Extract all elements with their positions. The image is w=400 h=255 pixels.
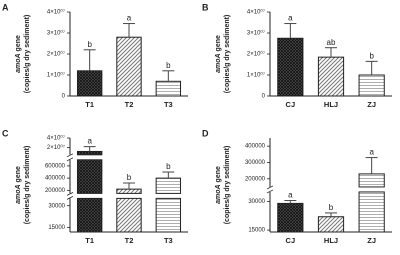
y-label-text: gene: [15, 166, 22, 182]
y-label-text: gene: [215, 166, 222, 182]
significance-letter: b: [166, 162, 171, 171]
y-tick-label: 2×10⁰⁷: [47, 144, 65, 151]
y-tick-label: 2×10⁰⁷: [247, 51, 265, 58]
y-tick-label: 4×10⁰⁷: [47, 135, 65, 142]
y-tick-label: 4×10⁰⁷: [47, 9, 65, 16]
significance-letter: a: [87, 137, 92, 146]
x-tick-label: T1: [85, 236, 94, 245]
y-tick-label: 3×10⁰⁷: [47, 30, 65, 37]
y-tick-label: 1×10⁰⁷: [47, 72, 65, 79]
significance-letter: b: [166, 61, 171, 70]
bar: [358, 173, 385, 188]
y-tick-label: 15000: [48, 225, 65, 231]
bar: [277, 37, 304, 97]
panel-label: B: [202, 2, 209, 12]
axis-break: [266, 185, 274, 190]
y-tick-label: 200000: [45, 188, 66, 194]
y-axis-label: amoA gene: [215, 35, 222, 73]
bar: [155, 197, 182, 233]
bar: [155, 80, 182, 97]
x-tick-label: CJ: [286, 236, 296, 245]
significance-letter: b: [329, 203, 334, 212]
x-tick-label: T2: [125, 100, 134, 109]
y-label-gene: amoA: [215, 184, 222, 203]
significance-letter: b: [369, 51, 374, 60]
x-tick-label: CJ: [286, 100, 296, 109]
x-tick-label: HLJ: [324, 100, 338, 109]
significance-letter: b: [127, 173, 132, 182]
significance-letter: a: [369, 148, 374, 157]
y-tick-label: 0: [262, 94, 266, 100]
bar: [358, 74, 385, 97]
x-tick-label: T1: [85, 100, 94, 109]
y-axis-label: amoA gene: [215, 166, 222, 204]
y-tick-label: 3×10⁰⁷: [247, 30, 265, 37]
significance-letter: b: [87, 40, 92, 49]
bar: [317, 216, 345, 233]
panel-label: A: [2, 2, 9, 12]
axis-break: [66, 153, 74, 158]
bar: [116, 197, 142, 233]
y-label-gene: amoA: [15, 53, 22, 72]
x-tick-label: HLJ: [324, 236, 338, 245]
significance-letter: a: [288, 191, 293, 200]
y-axis-unit: (copies/g dry sediment): [24, 146, 31, 225]
y-tick-label: 400000: [45, 176, 66, 182]
x-tick-label: T3: [164, 236, 173, 245]
x-tick-label: T2: [125, 236, 134, 245]
y-tick-label: 15000: [248, 228, 265, 234]
x-tick-label: ZJ: [367, 100, 376, 109]
y-tick-label: 30000: [248, 199, 265, 205]
bar: [358, 191, 385, 233]
bar: [277, 202, 304, 233]
y-label-gene: amoA: [215, 53, 222, 72]
significance-letter: a: [127, 14, 132, 23]
y-axis-unit: (copies/g dry sediment): [24, 15, 31, 94]
y-tick-label: 300000: [245, 160, 266, 166]
y-label-text: gene: [15, 35, 22, 51]
panel-label: D: [202, 128, 209, 138]
significance-letter: a: [288, 14, 293, 23]
y-tick-label: 0: [62, 94, 66, 100]
bar: [116, 188, 142, 194]
y-axis-label: amoA gene: [15, 166, 22, 204]
y-tick-label: 30000: [48, 203, 65, 209]
panel-label: C: [2, 128, 9, 138]
bar: [155, 177, 182, 194]
significance-letter: ab: [327, 38, 336, 47]
x-tick-label: ZJ: [367, 236, 376, 245]
y-tick-label: 1×10⁰⁷: [247, 72, 265, 79]
bar: [76, 150, 103, 156]
axis-break: [66, 157, 74, 162]
x-tick-label: T3: [164, 100, 173, 109]
y-tick-label: 2×10⁰⁷: [47, 51, 65, 58]
y-axis-unit: (copies/g dry sediment): [224, 146, 231, 225]
y-tick-label: 600000: [45, 163, 66, 169]
axis-break: [66, 196, 74, 200]
y-axis-label: amoA gene: [15, 35, 22, 73]
bar: [116, 36, 142, 97]
axis-break: [266, 189, 274, 194]
axis-break: [66, 192, 74, 196]
bar: [76, 70, 103, 97]
y-tick-label: 200000: [245, 176, 266, 182]
y-label-text: gene: [215, 35, 222, 51]
bar: [317, 56, 345, 97]
y-tick-label: 4×10⁰⁷: [247, 9, 265, 16]
y-label-gene: amoA: [15, 184, 22, 203]
bar: [76, 159, 103, 194]
bar: [76, 197, 103, 233]
y-tick-label: 400000: [245, 144, 266, 150]
y-axis-unit: (copies/g dry sediment): [224, 15, 231, 94]
